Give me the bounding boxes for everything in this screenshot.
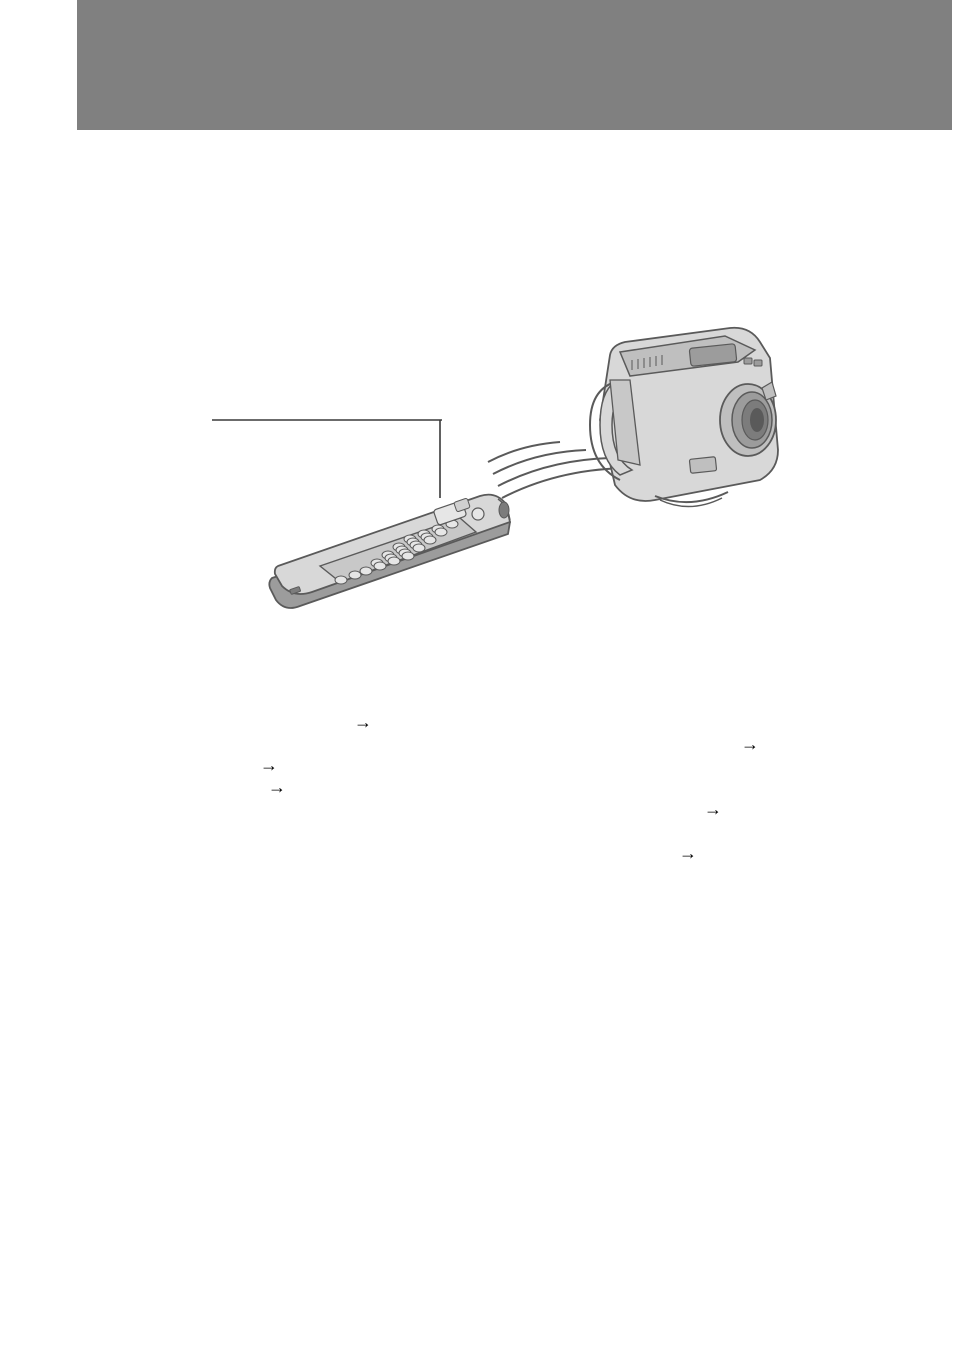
arrow-glyph: →	[354, 713, 372, 731]
arrow-glyph: →	[260, 756, 278, 774]
camera-device	[590, 328, 778, 507]
arrow-glyph: →	[741, 735, 759, 753]
arrow-glyph: →	[679, 844, 697, 862]
remote-camera-illustration	[260, 310, 800, 620]
arrow-glyph: →	[704, 800, 722, 818]
remote-control	[269, 495, 510, 608]
arrow-glyph: →	[268, 778, 286, 796]
header-stripe	[77, 0, 952, 130]
